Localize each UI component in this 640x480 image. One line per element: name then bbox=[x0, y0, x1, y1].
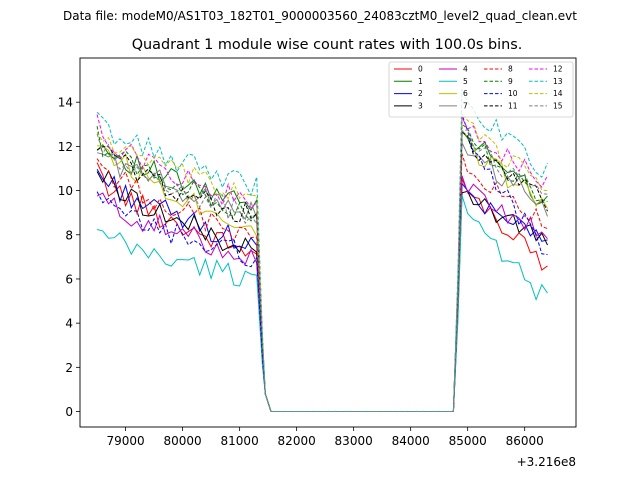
plot-area bbox=[79, 57, 577, 428]
chart-suptitle: Data file: modeM0/AS1T03_182T01_90000035… bbox=[63, 9, 577, 23]
legend-label-0: 0 bbox=[418, 65, 423, 74]
legend-label-1: 1 bbox=[418, 77, 423, 86]
y-tick-label: 14 bbox=[58, 96, 73, 110]
x-tick-label: 82000 bbox=[278, 434, 316, 448]
legend-label-12: 12 bbox=[553, 65, 563, 74]
chart-title: Quadrant 1 module wise count rates with … bbox=[132, 37, 523, 53]
legend-label-2: 2 bbox=[418, 89, 423, 98]
legend-label-14: 14 bbox=[553, 89, 563, 98]
x-tick-label: 84000 bbox=[392, 434, 430, 448]
legend-label-11: 11 bbox=[508, 101, 518, 110]
y-tick-label: 6 bbox=[65, 272, 73, 286]
series-group bbox=[96, 88, 548, 412]
legend-label-15: 15 bbox=[553, 101, 563, 110]
legend-label-5: 5 bbox=[463, 77, 468, 86]
y-tick-label: 12 bbox=[58, 140, 73, 154]
plot-frame bbox=[79, 57, 577, 428]
y-tick-label: 0 bbox=[65, 405, 73, 419]
x-tick-label: 81000 bbox=[221, 434, 259, 448]
legend-label-3: 3 bbox=[418, 101, 423, 110]
x-tick-label: 85000 bbox=[449, 434, 487, 448]
x-tick-label: 83000 bbox=[335, 434, 373, 448]
legend-label-9: 9 bbox=[508, 77, 513, 86]
y-tick-label: 4 bbox=[65, 317, 73, 331]
y-tick-label: 2 bbox=[65, 361, 73, 375]
series-line-9 bbox=[96, 123, 548, 412]
x-offset-label: +3.216e8 bbox=[517, 455, 576, 469]
y-tick-label: 10 bbox=[58, 184, 73, 198]
legend-label-6: 6 bbox=[463, 89, 468, 98]
x-tick-label: 79000 bbox=[107, 434, 145, 448]
legend-label-10: 10 bbox=[508, 89, 518, 98]
x-tick-label: 80000 bbox=[164, 434, 202, 448]
series-line-15 bbox=[96, 128, 548, 412]
y-tick-label: 8 bbox=[65, 228, 73, 242]
legend-label-13: 13 bbox=[553, 77, 563, 86]
x-axis: 79000 80000 81000 82000 83000 84000 85000 86000 bbox=[107, 427, 544, 448]
x-tick-label: 86000 bbox=[506, 434, 544, 448]
y-axis: 0 2 4 6 8 10 12 14 bbox=[58, 96, 80, 419]
legend-box bbox=[388, 61, 574, 118]
legend-label-8: 8 bbox=[508, 65, 513, 74]
legend-label-4: 4 bbox=[463, 65, 468, 74]
legend-label-7: 7 bbox=[463, 101, 468, 110]
series-line-10 bbox=[96, 114, 548, 412]
